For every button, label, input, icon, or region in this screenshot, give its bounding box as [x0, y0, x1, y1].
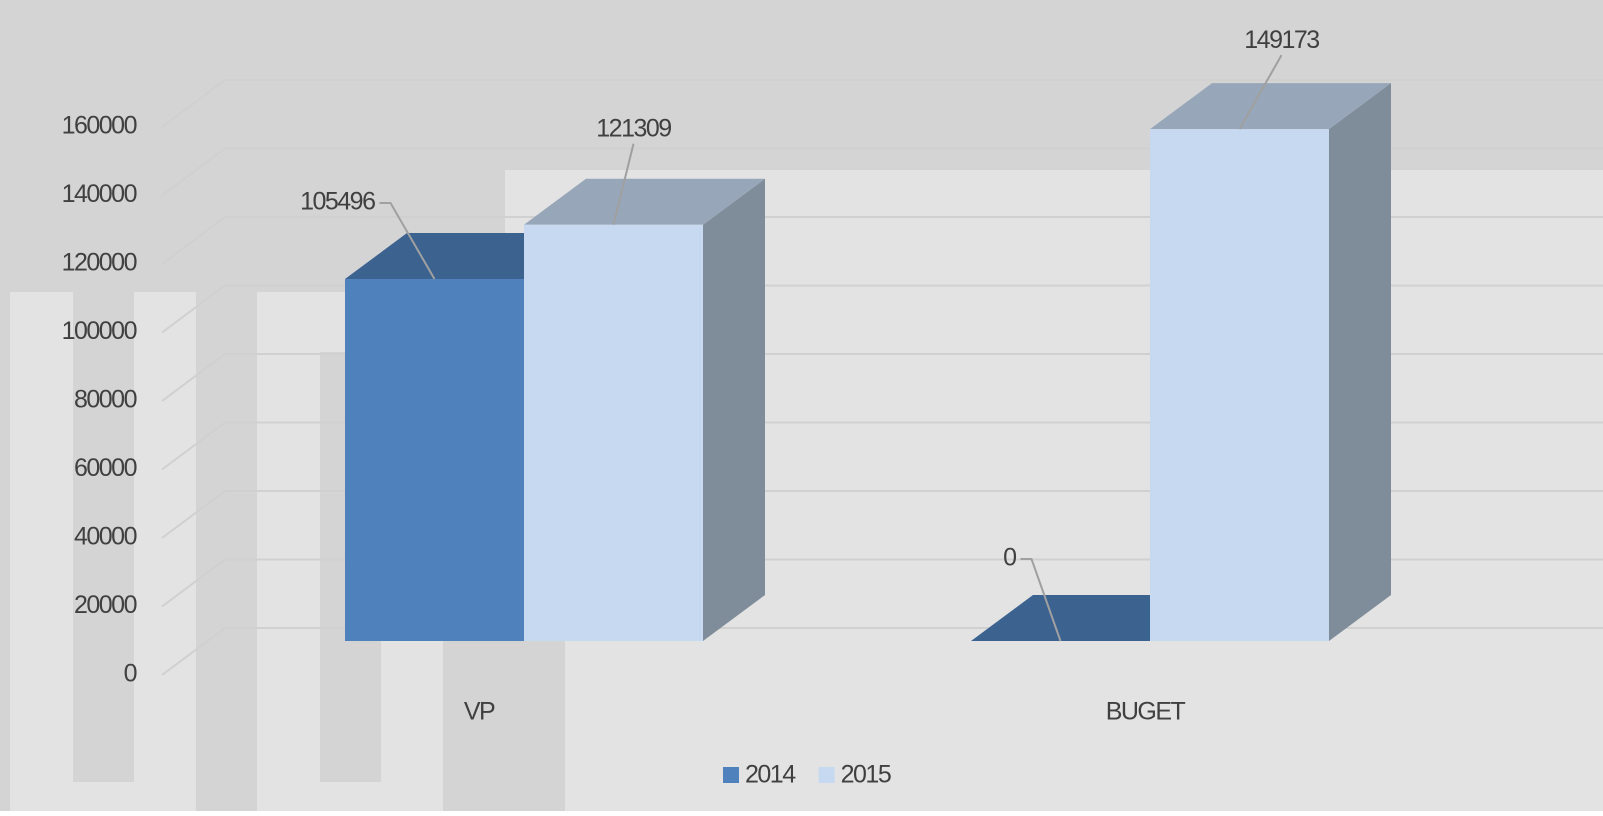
- y-tick-label: 160000: [62, 112, 137, 140]
- leader-line: [379, 202, 436, 280]
- grid-line: [161, 79, 1603, 128]
- bar-side: [1329, 83, 1391, 641]
- decor-panel: [196, 292, 257, 811]
- floor: [565, 640, 1603, 811]
- grid-line: [161, 147, 1603, 197]
- bar-side: [703, 178, 765, 642]
- legend-label: 2015: [841, 761, 891, 789]
- y-tick-label: 80000: [74, 386, 137, 414]
- bar: [345, 279, 524, 641]
- y-tick-label: 120000: [62, 249, 137, 277]
- x-tick-label: BUGET: [1106, 698, 1186, 726]
- y-tick-label: 60000: [74, 454, 137, 482]
- y-tick-label: 20000: [74, 591, 137, 619]
- data-label: 121309: [596, 114, 671, 142]
- grid-line: [161, 558, 1603, 608]
- y-tick-label: 40000: [74, 523, 137, 551]
- legend-swatch: [818, 767, 835, 783]
- data-label: 149173: [1244, 26, 1319, 54]
- y-tick-label: 140000: [62, 180, 137, 208]
- data-label: 105496: [300, 188, 375, 216]
- legend-label: 2014: [745, 761, 796, 789]
- grid-line: [161, 421, 1603, 471]
- grid-line: [161, 490, 1603, 539]
- plot: 105496 121309 0 149173: [300, 26, 1391, 642]
- y-tick-label: 100000: [62, 317, 137, 345]
- grid-line: [161, 353, 1603, 402]
- legend-swatch: [723, 767, 739, 783]
- bar: [524, 224, 703, 642]
- leader-line: [1020, 558, 1062, 642]
- grid-line: [161, 284, 1603, 334]
- bar-top: [524, 178, 765, 225]
- x-tick-label: VP: [464, 698, 495, 726]
- bar-top: [1150, 83, 1391, 130]
- data-label: 0: [1003, 544, 1016, 572]
- bar: [1150, 129, 1329, 641]
- y-tick-label: 0: [124, 660, 137, 688]
- grid-line: [161, 216, 1603, 265]
- leader-line: [612, 143, 635, 225]
- leader-line: [1238, 54, 1283, 130]
- decor-panel: [73, 292, 134, 782]
